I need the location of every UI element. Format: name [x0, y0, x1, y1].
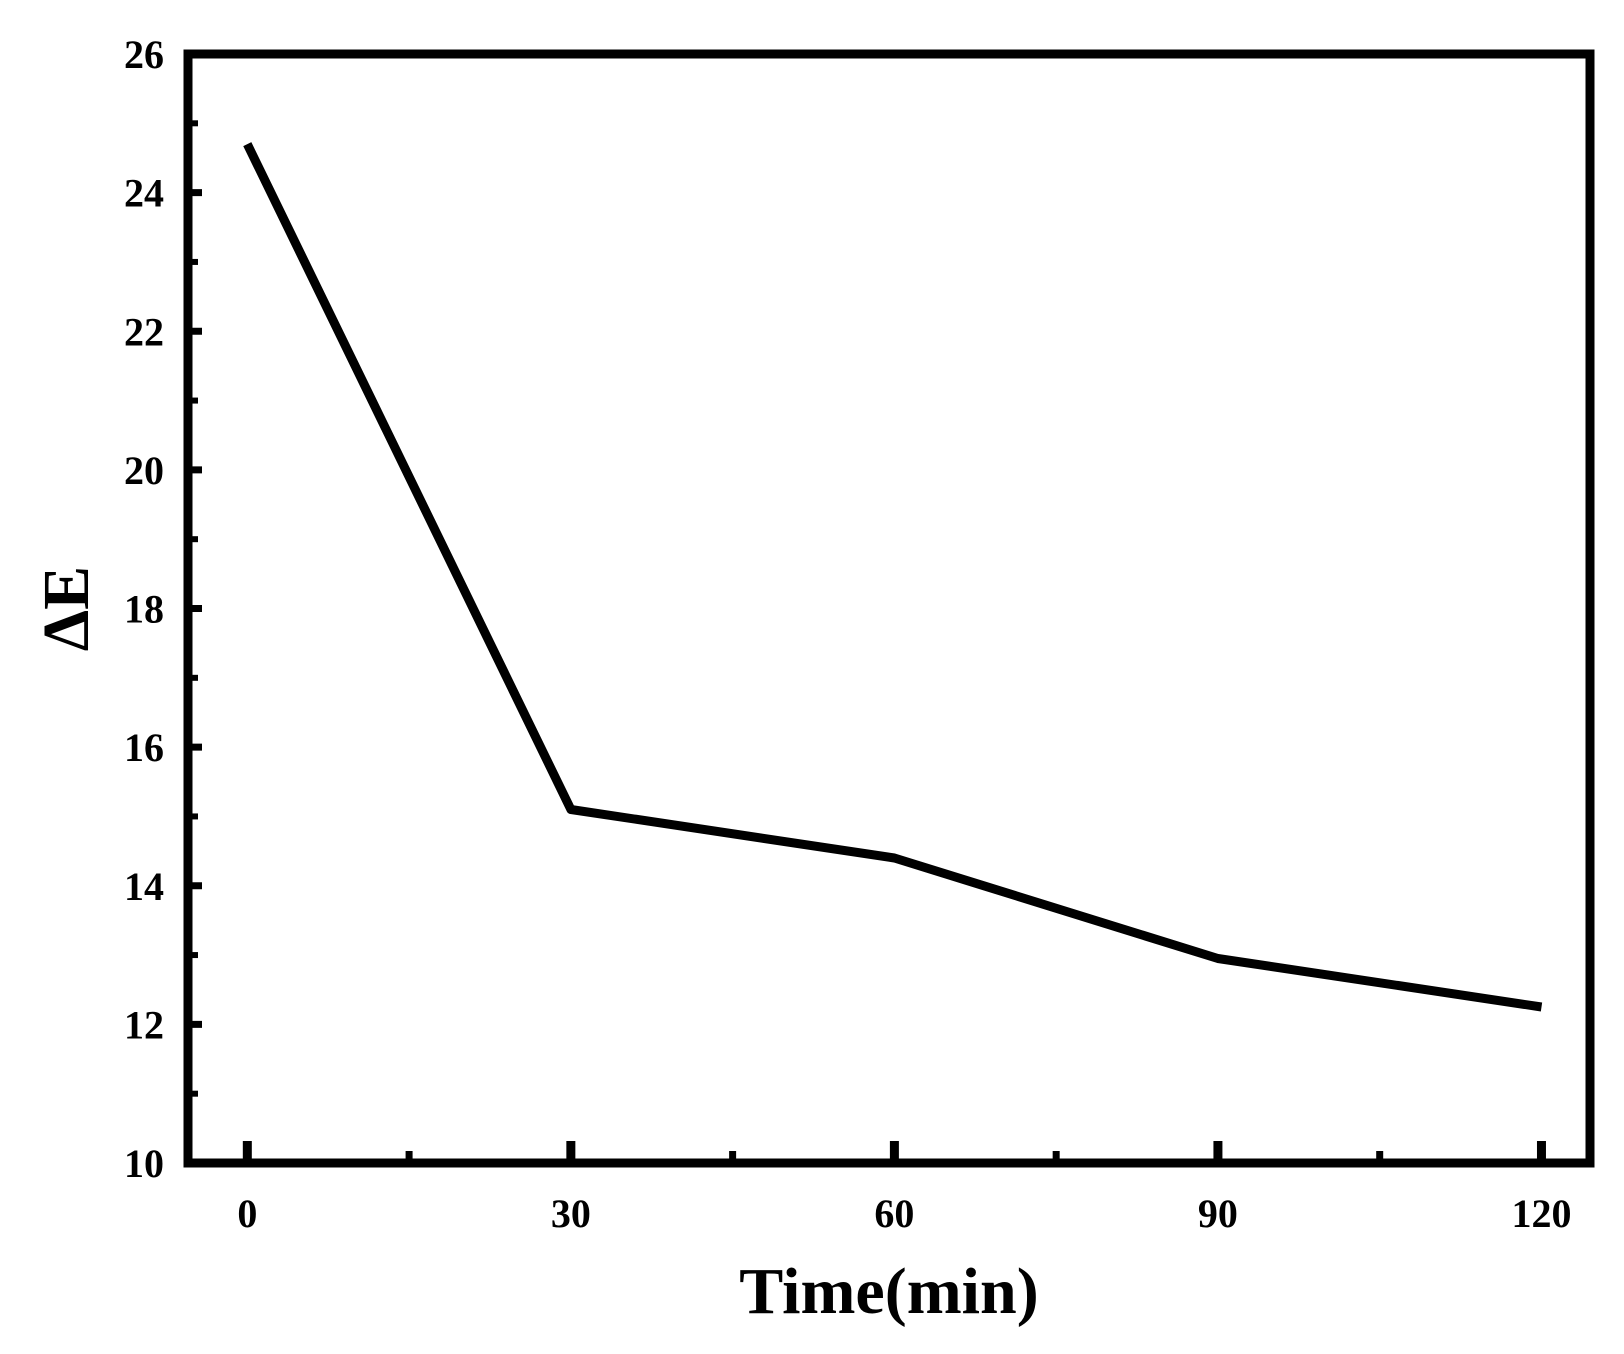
y-tick-label: 20 — [124, 448, 164, 493]
x-tick-label: 60 — [874, 1191, 914, 1236]
x-tick-label: 90 — [1198, 1191, 1238, 1236]
y-tick-label: 16 — [124, 725, 164, 770]
x-tick-label: 0 — [237, 1191, 257, 1236]
y-tick-label: 24 — [124, 171, 164, 216]
y-tick-label: 26 — [124, 32, 164, 77]
y-tick-label: 12 — [124, 1002, 164, 1047]
plot-frame — [183, 49, 1595, 1168]
x-tick-label: 120 — [1511, 1191, 1571, 1236]
y-tick-label: 10 — [124, 1141, 164, 1186]
y-axis-title: ΔE — [30, 566, 103, 651]
x-axis-title: Time(min) — [739, 1255, 1038, 1328]
y-tick-label: 14 — [124, 864, 164, 909]
y-tick-label: 22 — [124, 309, 164, 354]
ticks-layer — [188, 50, 1546, 1167]
x-tick-label: 30 — [551, 1191, 591, 1236]
y-tick-label: 18 — [124, 587, 164, 632]
series-layer — [243, 142, 1543, 1012]
series-line — [243, 142, 1543, 1012]
labels-layer: 10 12 14 16 18 20 22 24 26 0 30 60 90 120 — [124, 32, 1571, 1236]
